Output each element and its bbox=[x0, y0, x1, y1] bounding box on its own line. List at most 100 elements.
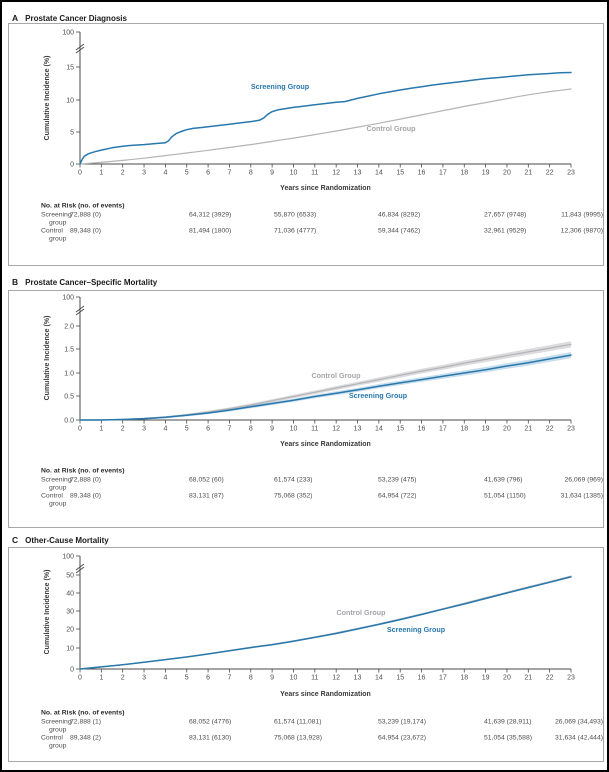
axis-break-icon bbox=[75, 46, 85, 54]
y-tick-label: 0.0 bbox=[64, 417, 74, 424]
x-tick-label: 0 bbox=[78, 675, 82, 682]
x-tick-label: 20 bbox=[503, 675, 511, 682]
x-tick-label: 22 bbox=[546, 426, 554, 433]
x-tick-label: 13 bbox=[354, 170, 362, 177]
risk-value: 53,239 (19,174) bbox=[378, 718, 426, 725]
y-axis-title: Cumulative Incidence (%) bbox=[44, 56, 51, 141]
y-tick-label: 15 bbox=[66, 64, 74, 71]
x-tick-label: 8 bbox=[249, 426, 253, 433]
panel-a-title-text: Prostate Cancer Diagnosis bbox=[25, 14, 127, 23]
x-tick-label: 8 bbox=[249, 675, 253, 682]
x-tick-label: 7 bbox=[227, 170, 231, 177]
risk-row-label: group bbox=[49, 235, 67, 242]
y-tick-label: 100 bbox=[62, 553, 74, 560]
axis-break-icon bbox=[75, 566, 85, 574]
x-tick-label: 13 bbox=[354, 426, 362, 433]
y-tick-label: 20 bbox=[66, 626, 74, 633]
x-tick-label: 10 bbox=[290, 426, 298, 433]
x-tick-label: 18 bbox=[460, 170, 468, 177]
x-tick-label: 16 bbox=[418, 170, 426, 177]
x-tick-label: 16 bbox=[418, 675, 426, 682]
x-tick-label: 15 bbox=[396, 675, 404, 682]
risk-value: 55,870 (6533) bbox=[274, 211, 316, 218]
panel-c-letter: C bbox=[12, 535, 19, 545]
x-tick-label: 0 bbox=[78, 170, 82, 177]
screening-confidence-band bbox=[80, 352, 571, 420]
x-tick-label: 17 bbox=[439, 675, 447, 682]
risk-value: 61,574 (233) bbox=[274, 476, 313, 483]
risk-value: 64,954 (722) bbox=[378, 492, 417, 499]
x-axis-title: Years since Randomization bbox=[280, 441, 371, 448]
x-tick-label: 0 bbox=[78, 426, 82, 433]
risk-row-label: group bbox=[49, 726, 67, 733]
risk-value: 89,348 (0) bbox=[70, 492, 101, 499]
control-curve bbox=[79, 575, 572, 670]
risk-value: 31,634 (1385) bbox=[561, 492, 603, 499]
risk-value: 81,494 (1800) bbox=[189, 227, 231, 234]
risk-value: 27,657 (9748) bbox=[484, 211, 526, 218]
panel-c-title: C Other-Cause Mortality bbox=[12, 530, 109, 548]
x-tick-label: 4 bbox=[163, 170, 167, 177]
x-tick-label: 5 bbox=[185, 675, 189, 682]
risk-value: 72,888 (1) bbox=[70, 718, 101, 725]
x-tick-label: 6 bbox=[206, 170, 210, 177]
y-tick-label: 100 bbox=[62, 294, 74, 301]
y-tick-label: 50 bbox=[66, 572, 74, 579]
x-tick-label: 3 bbox=[142, 170, 146, 177]
panel-b-title-text: Prostate Cancer–Specific Mortality bbox=[25, 278, 158, 287]
x-tick-label: 13 bbox=[354, 675, 362, 682]
axis-break-icon bbox=[75, 563, 85, 571]
x-tick-label: 2 bbox=[121, 426, 125, 433]
risk-value: 61,574 (11,081) bbox=[274, 718, 322, 725]
risk-row-label: group bbox=[49, 500, 67, 507]
x-tick-label: 1 bbox=[99, 426, 103, 433]
y-tick-label: 5 bbox=[70, 129, 74, 136]
panel-a-chart-box: 100 15 10 5 0 0 1 2 3 4 5 6 7 8 9 10 11 12 13 14 15 16 17 18 19 2… bbox=[8, 23, 604, 266]
x-tick-label: 16 bbox=[418, 426, 426, 433]
risk-table-header: No. at Risk (no. of events) bbox=[41, 709, 124, 716]
risk-row-label: Screening bbox=[41, 476, 72, 483]
x-tick-label: 3 bbox=[142, 675, 146, 682]
risk-value: 11,843 (9995) bbox=[561, 211, 603, 218]
x-tick-label: 19 bbox=[482, 675, 490, 682]
x-tick-label: 11 bbox=[311, 170, 318, 177]
x-tick-label: 21 bbox=[524, 426, 532, 433]
x-axis-title: Years since Randomization bbox=[280, 691, 371, 698]
x-tick-label: 22 bbox=[546, 170, 554, 177]
x-tick-label: 14 bbox=[375, 170, 383, 177]
risk-row-label: Control bbox=[41, 734, 63, 741]
risk-value: 59,344 (7462) bbox=[378, 227, 420, 234]
panel-b-title: B Prostate Cancer–Specific Mortality bbox=[12, 272, 157, 290]
risk-value: 32,961 (9529) bbox=[484, 227, 526, 234]
x-tick-label: 11 bbox=[311, 675, 318, 682]
y-tick-label: 100 bbox=[62, 29, 74, 36]
y-axis-title: Cumulative Incidence (%) bbox=[44, 570, 51, 655]
x-tick-label: 9 bbox=[270, 170, 274, 177]
x-tick-label: 14 bbox=[375, 426, 383, 433]
control-confidence-band bbox=[80, 341, 571, 420]
x-tick-label: 18 bbox=[460, 675, 468, 682]
x-tick-label: 19 bbox=[482, 426, 490, 433]
x-tick-label: 20 bbox=[503, 426, 511, 433]
screening-legend-label: Screening Group bbox=[349, 391, 408, 400]
x-tick-label: 17 bbox=[439, 426, 447, 433]
axis-break-icon bbox=[75, 305, 85, 313]
risk-value: 75,068 (352) bbox=[274, 492, 313, 499]
x-tick-label: 5 bbox=[185, 170, 189, 177]
x-tick-label: 2 bbox=[121, 170, 125, 177]
risk-row-label: Control bbox=[41, 492, 63, 499]
panel-c-title-text: Other-Cause Mortality bbox=[25, 536, 109, 545]
panel-c-chart-box: 100 50 40 30 20 10 0 0 1 2 3 4 5 6 7 8 9 10 11 12 13 14 15 16 17… bbox=[8, 547, 604, 762]
risk-value: 41,639 (28,911) bbox=[484, 718, 532, 725]
risk-row-label: group bbox=[49, 219, 67, 226]
x-tick-label: 6 bbox=[206, 675, 210, 682]
risk-table-header: No. at Risk (no. of events) bbox=[41, 202, 124, 209]
risk-value: 68,052 (60) bbox=[189, 476, 224, 483]
x-tick-label: 15 bbox=[396, 426, 404, 433]
x-tick-label: 11 bbox=[311, 426, 318, 433]
risk-value: 75,068 (13,928) bbox=[274, 734, 322, 741]
x-tick-label: 23 bbox=[567, 675, 575, 682]
